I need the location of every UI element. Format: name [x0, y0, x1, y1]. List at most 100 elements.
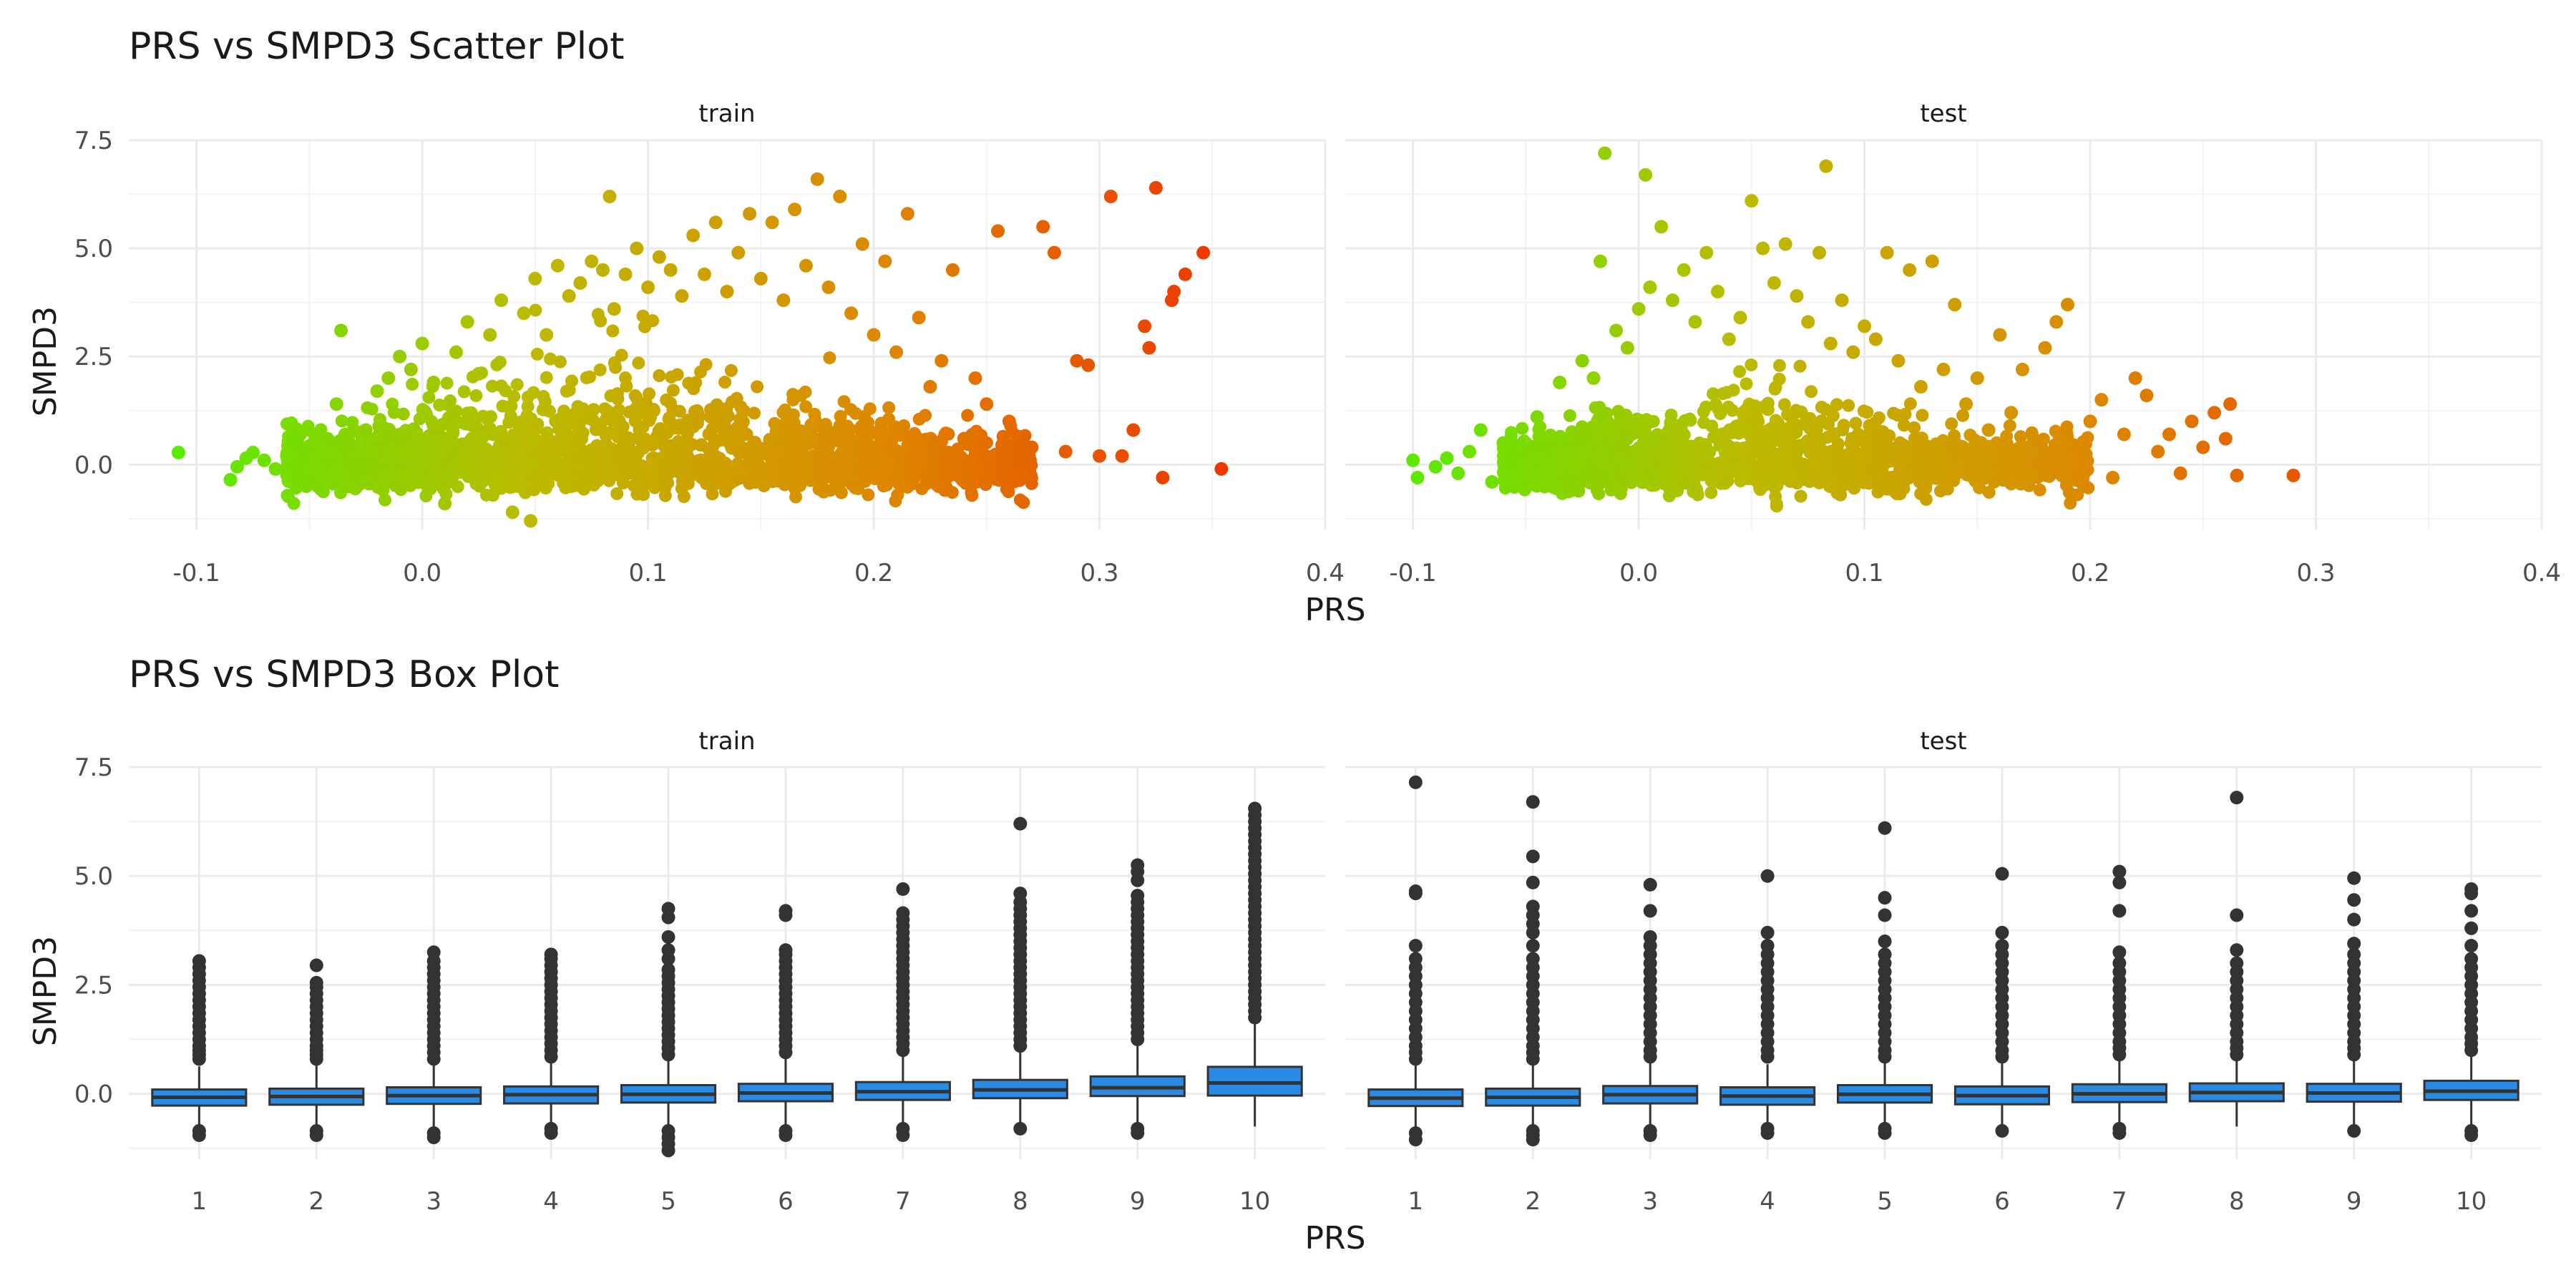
- scatter-point: [774, 436, 788, 450]
- scatter-point: [1148, 180, 1163, 195]
- scatter-point: [724, 364, 738, 377]
- scatter-point: [892, 427, 905, 441]
- scatter-point: [1624, 476, 1638, 489]
- scatter-point: [440, 376, 454, 390]
- scatter-point: [2004, 406, 2019, 420]
- scatter-point: [1745, 358, 1758, 371]
- scatter-point: [892, 477, 906, 491]
- x-tick-label: 2: [1525, 1187, 1541, 1216]
- scatter-point: [811, 462, 824, 475]
- scatter-point: [1973, 466, 1986, 479]
- scatter-point: [857, 409, 871, 423]
- scatter-point: [1563, 484, 1578, 498]
- scatter-point: [1880, 245, 1894, 260]
- scatter-point: [839, 446, 853, 459]
- scatter-point: [2062, 486, 2076, 499]
- scatter-point: [540, 371, 553, 384]
- scatter-point: [1793, 359, 1807, 373]
- x-tick-label: 0.2: [2071, 559, 2109, 587]
- scatter-point: [2015, 362, 2029, 376]
- scatter-point: [1737, 425, 1750, 439]
- scatter-point: [1895, 450, 1908, 464]
- scatter-point: [1812, 245, 1826, 260]
- scatter-point: [246, 445, 260, 459]
- box-outlier: [779, 943, 793, 957]
- scatter-point: [1440, 451, 1454, 465]
- scatter-point: [1485, 475, 1499, 489]
- scatter-point: [1677, 263, 1691, 277]
- scatter-point: [960, 475, 974, 489]
- scatter-point: [415, 336, 429, 351]
- scatter-point: [404, 362, 418, 376]
- scatter-point: [2162, 427, 2176, 441]
- scatter-point: [861, 421, 874, 434]
- scatter-point: [507, 390, 521, 404]
- scatter-point: [718, 434, 732, 447]
- scatter-point: [268, 462, 283, 476]
- scatter-point: [720, 285, 734, 299]
- scatter-point: [1733, 311, 1747, 325]
- scatter-point: [2000, 436, 2014, 450]
- box-outlier: [2464, 939, 2479, 953]
- box-outlier: [1878, 908, 1892, 922]
- scatter-point: [1777, 462, 1791, 476]
- box-outlier: [661, 902, 675, 916]
- scatter-point: [2117, 427, 2131, 441]
- scatter-point: [1770, 499, 1783, 513]
- box-outlier: [1526, 875, 1540, 889]
- scatter-point: [997, 431, 1010, 445]
- scatter-point: [697, 267, 711, 281]
- scatter-point: [880, 478, 894, 492]
- scatter-point: [469, 389, 483, 402]
- scatter-point: [1553, 375, 1567, 389]
- scatter-point: [1586, 371, 1601, 385]
- scatter-point: [1592, 487, 1606, 501]
- scatter-point: [689, 376, 703, 389]
- scatter-point: [1538, 473, 1552, 487]
- scatter-point: [494, 379, 508, 393]
- scatter-point: [1699, 400, 1713, 414]
- scatter-point: [677, 490, 691, 504]
- y-tick-label: 7.5: [74, 753, 113, 782]
- scatter-point: [1664, 416, 1677, 429]
- scatter-point: [1563, 409, 1576, 422]
- x-tick-label: 6: [778, 1187, 794, 1216]
- scatter-point: [2033, 483, 2046, 497]
- box-panel-train: train 1 2 3 4 5 6 7 8 9 10 0.0 2.5 5.0 7.5: [74, 727, 1325, 1216]
- box-outlier: [2464, 882, 2479, 896]
- scatter-point: [309, 462, 323, 475]
- scatter-point: [460, 315, 474, 329]
- scatter-point: [562, 289, 576, 303]
- scatter-point: [923, 380, 937, 394]
- scatter-point: [991, 224, 1005, 238]
- scatter-point: [1759, 471, 1772, 484]
- scatter-point: [1836, 423, 1850, 436]
- scatter-point: [758, 441, 771, 455]
- scatter-point: [867, 328, 881, 342]
- scatter-point: [1428, 459, 1443, 474]
- scatter-point: [1817, 444, 1830, 458]
- scatter-point: [1178, 267, 1192, 281]
- scatter-point: [645, 452, 659, 465]
- scatter-point: [1589, 401, 1602, 414]
- scatter-point: [2026, 431, 2041, 446]
- scatter-point: [689, 414, 703, 428]
- box-test-5: [1836, 821, 1933, 1140]
- scatter-point: [972, 463, 985, 477]
- scatter-point: [1103, 190, 1118, 204]
- scatter-point: [736, 415, 750, 429]
- scatter-point: [2038, 341, 2052, 355]
- box-outlier: [2112, 875, 2127, 889]
- scatter-point: [2049, 315, 2064, 329]
- scatter-point: [302, 440, 316, 454]
- y-tick-label: 0.0: [74, 1080, 113, 1109]
- scatter-point: [311, 477, 326, 492]
- scatter-point: [686, 228, 701, 243]
- box-test-4: [1719, 869, 1816, 1140]
- box-outlier: [1408, 939, 1423, 953]
- scatter-point: [796, 429, 809, 443]
- scatter-point: [1833, 464, 1847, 477]
- y-tick-label: 5.0: [74, 235, 113, 263]
- scatter-point: [1723, 423, 1737, 436]
- box-outlier: [1643, 930, 1657, 944]
